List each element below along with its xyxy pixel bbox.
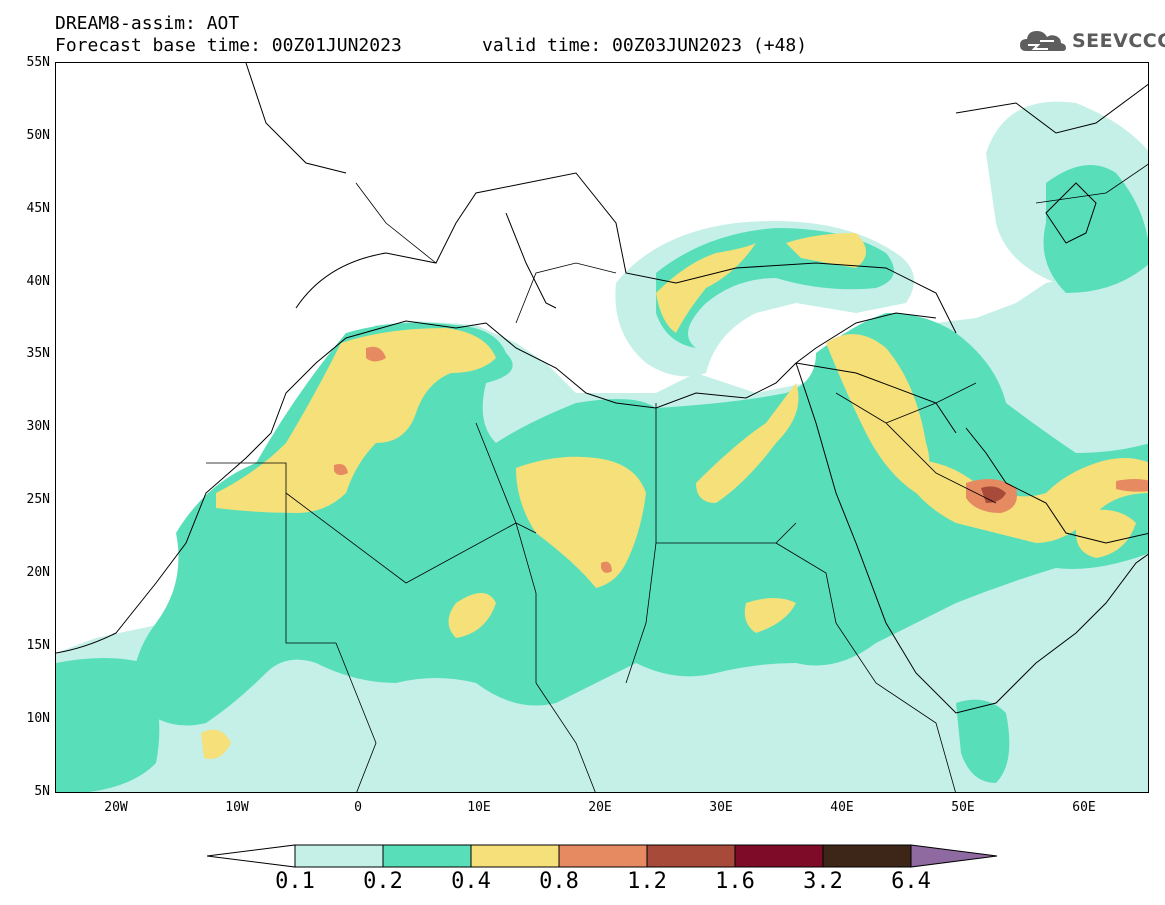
- colorbar-high-triangle: [910, 844, 998, 868]
- country-borders: [206, 163, 1148, 792]
- map-title: DREAM8-assim: AOT: [55, 13, 240, 34]
- colorbar: [206, 842, 999, 874]
- forecast-base-time: Forecast base time: 00Z01JUN2023: [55, 35, 402, 56]
- seevccc-logo: SEEVCCC: [1018, 26, 1165, 56]
- coastlines: [56, 63, 1148, 714]
- aot-map: [55, 62, 1149, 793]
- colorbar-box-7: [822, 844, 912, 868]
- lat-label-50n: 50N: [26, 128, 50, 143]
- colorbar-label-0-2: 0.2: [363, 869, 403, 894]
- lat-label-45n: 45N: [26, 201, 50, 216]
- colorbar-label-0-1: 0.1: [275, 869, 315, 894]
- cloud-icon: [1020, 31, 1066, 51]
- lat-label-40n: 40N: [26, 274, 50, 289]
- colorbar-label-1-6: 1.6: [715, 869, 755, 894]
- lon-label-30e: 30E: [709, 800, 733, 815]
- lon-label-50e: 50E: [951, 800, 975, 815]
- lon-label-10w: 10W: [225, 800, 249, 815]
- lon-label-60e: 60E: [1072, 800, 1096, 815]
- lat-label-35n: 35N: [26, 346, 50, 361]
- colorbar-label-3-2: 3.2: [803, 869, 843, 894]
- lon-label-20w: 20W: [104, 800, 128, 815]
- colorbar-box-1: [294, 844, 384, 868]
- lat-label-10n: 10N: [26, 711, 50, 726]
- colorbar-label-0-4: 0.4: [451, 869, 491, 894]
- lon-label-0: 0: [354, 800, 362, 815]
- lat-label-15n: 15N: [26, 638, 50, 653]
- lon-label-10e: 10E: [467, 800, 491, 815]
- colorbar-label-6-4: 6.4: [891, 869, 931, 894]
- colorbar-label-1-2: 1.2: [627, 869, 667, 894]
- colorbar-box-6: [734, 844, 824, 868]
- lat-label-55n: 55N: [26, 55, 50, 70]
- colorbar-low-triangle: [206, 844, 296, 868]
- colorbar-box-5: [646, 844, 736, 868]
- lat-label-25n: 25N: [26, 492, 50, 507]
- lon-label-40e: 40E: [830, 800, 854, 815]
- lat-label-30n: 30N: [26, 419, 50, 434]
- lon-label-20e: 20E: [588, 800, 612, 815]
- colorbar-box-2: [382, 844, 472, 868]
- colorbar-label-0-8: 0.8: [539, 869, 579, 894]
- colorbar-box-3: [470, 844, 560, 868]
- colorbar-box-4: [558, 844, 648, 868]
- lat-label-20n: 20N: [26, 565, 50, 580]
- lat-label-5n: 5N: [34, 784, 50, 799]
- logo-text: SEEVCCC: [1072, 30, 1165, 52]
- valid-time: valid time: 00Z03JUN2023 (+48): [482, 35, 808, 56]
